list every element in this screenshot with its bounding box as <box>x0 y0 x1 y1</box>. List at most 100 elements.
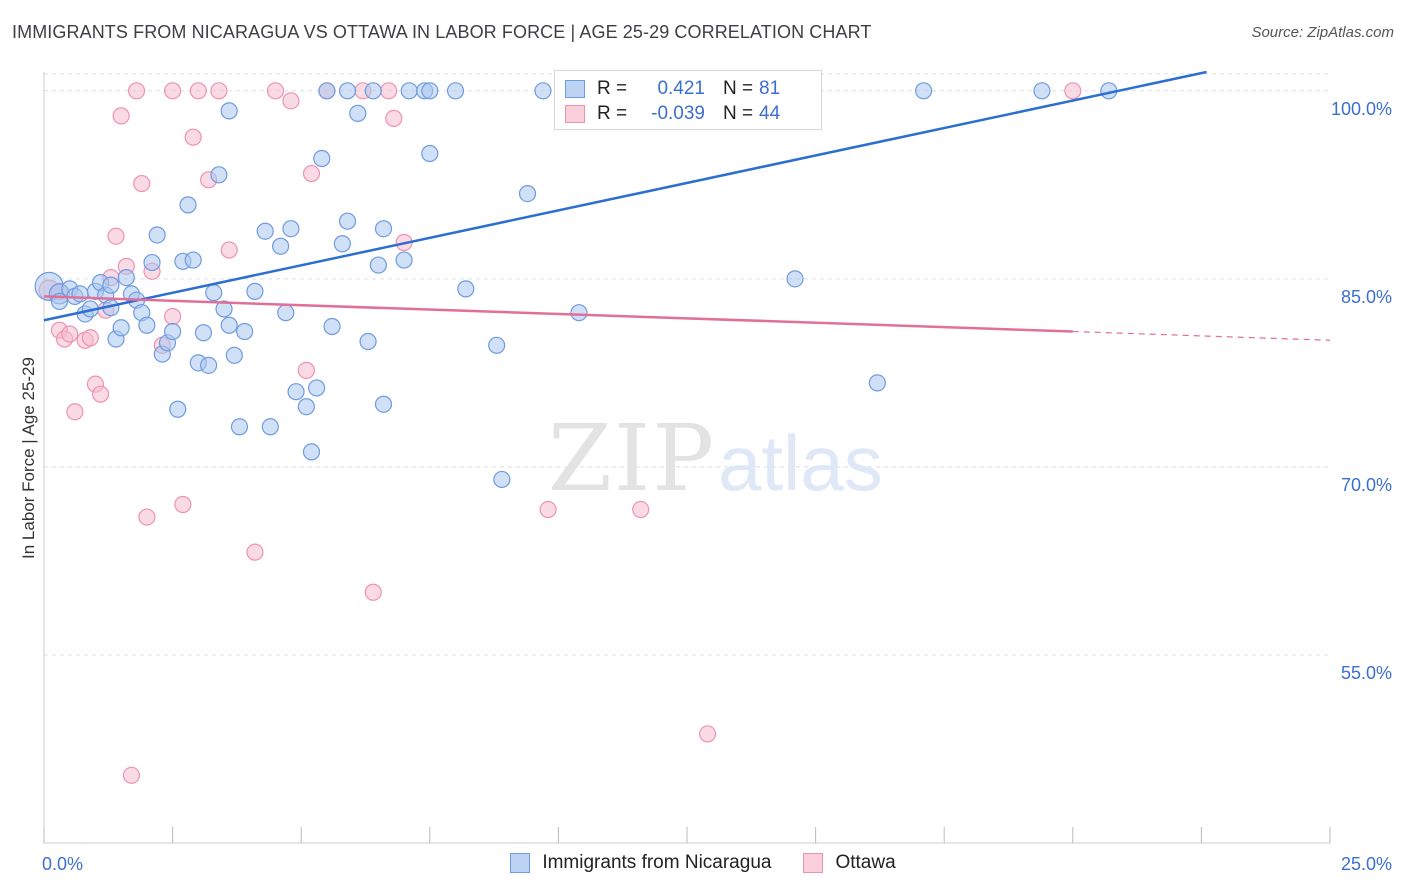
nicaragua-point <box>570 304 588 322</box>
nicaragua-points <box>34 82 1118 489</box>
ottawa-point <box>246 543 264 561</box>
nicaragua-point <box>915 82 933 100</box>
ottawa-point <box>61 325 79 343</box>
nicaragua-point <box>395 251 413 269</box>
nicaragua-point <box>318 82 336 100</box>
ottawa-point <box>210 82 228 100</box>
ottawa-point <box>66 403 84 421</box>
nicaragua-point <box>256 222 274 240</box>
y-tick-label: 100.0% <box>1331 99 1392 119</box>
nicaragua-point <box>169 400 187 418</box>
ottawa-point <box>380 82 398 100</box>
nicaragua-point <box>184 251 202 269</box>
ottawa-point <box>364 583 382 601</box>
nicaragua-point <box>225 346 243 364</box>
ottawa-trend-extension <box>1072 330 1331 341</box>
ottawa-point <box>81 329 99 347</box>
series-swatch-nicaragua <box>510 853 531 873</box>
legend-n-value: 44 <box>759 103 781 124</box>
nicaragua-point <box>194 324 213 342</box>
legend-r-label: R = <box>597 103 628 124</box>
nicaragua-point <box>369 256 387 274</box>
legend-r-value: 0.421 <box>657 78 705 99</box>
ottawa-trend-line <box>43 295 1073 333</box>
series-legend-ottawa[interactable]: Ottawa <box>803 852 896 874</box>
nicaragua-point <box>297 398 315 416</box>
nicaragua-point <box>236 322 254 341</box>
ottawa-point <box>164 82 182 100</box>
watermark-zip: ZIP <box>548 405 716 512</box>
nicaragua-point <box>786 270 804 288</box>
ottawa-point <box>266 82 285 100</box>
nicaragua-point <box>534 82 552 100</box>
nicaragua-point <box>261 418 279 436</box>
legend-n-value: 81 <box>759 78 781 99</box>
nicaragua-point <box>138 316 156 334</box>
nicaragua-point <box>148 226 166 244</box>
nicaragua-point <box>338 82 357 100</box>
x-tick-label: 0.0% <box>42 854 83 874</box>
nicaragua-point <box>210 166 228 184</box>
series-label-nicaragua: Immigrants from Nicaragua <box>542 852 772 873</box>
nicaragua-point <box>272 237 290 255</box>
legend-r-label: R = <box>597 78 628 99</box>
ottawa-point <box>539 500 557 519</box>
nicaragua-point <box>143 253 161 272</box>
legend-swatch-ottawa <box>565 105 585 123</box>
y-tick-label: 70.0% <box>1341 475 1392 495</box>
nicaragua-point <box>179 196 197 214</box>
watermark: ZIP atlas <box>548 405 883 512</box>
nicaragua-point <box>421 82 439 100</box>
nicaragua-point <box>488 336 506 354</box>
nicaragua-point <box>246 282 264 300</box>
nicaragua-point <box>230 418 249 436</box>
ottawa-point <box>302 164 321 183</box>
nicaragua-point <box>349 104 367 122</box>
ottawa-point <box>133 174 151 193</box>
ottawa-point <box>127 82 146 100</box>
ottawa-point <box>220 241 238 259</box>
ottawa-point <box>122 766 141 784</box>
axes <box>43 72 1331 844</box>
nicaragua-point <box>287 383 305 401</box>
ottawa-point <box>91 385 110 403</box>
nicaragua-point <box>215 300 233 318</box>
ottawa-point <box>138 508 156 526</box>
series-legend: Immigrants from Nicaragua Ottawa <box>0 852 1406 874</box>
legend-row-nicaragua: R = 0.421 N = 81 <box>565 77 780 101</box>
ottawa-point <box>282 92 300 110</box>
nicaragua-point <box>400 82 418 100</box>
y-axis-title: In Labor Force | Age 25-29 <box>19 357 38 559</box>
nicaragua-point <box>277 304 295 322</box>
ottawa-point <box>164 307 182 326</box>
ottawa-point <box>112 107 130 125</box>
nicaragua-point <box>313 149 331 168</box>
nicaragua-point <box>374 395 393 413</box>
nicaragua-point <box>518 185 537 203</box>
nicaragua-point <box>308 379 326 397</box>
series-legend-nicaragua[interactable]: Immigrants from Nicaragua <box>510 852 771 874</box>
nicaragua-point <box>282 220 300 238</box>
legend-swatch-nicaragua <box>565 80 585 98</box>
ottawa-point <box>107 227 125 245</box>
trend-lines <box>43 70 1331 341</box>
ottawa-point <box>1064 82 1082 100</box>
y-tick-label: 85.0% <box>1341 287 1392 307</box>
nicaragua-point <box>302 443 321 461</box>
nicaragua-point <box>359 332 377 351</box>
nicaragua-point <box>323 317 341 336</box>
nicaragua-point <box>868 374 886 392</box>
nicaragua-point <box>164 322 182 341</box>
chart-title: IMMIGRANTS FROM NICARAGUA VS OTTAWA IN L… <box>12 22 872 42</box>
y-tick-label: 55.0% <box>1341 663 1392 683</box>
nicaragua-point <box>220 316 238 334</box>
ottawa-point <box>698 725 717 743</box>
series-label-ottawa: Ottawa <box>835 852 896 873</box>
legend-n-label: N = <box>723 78 754 99</box>
nicaragua-point <box>446 82 465 100</box>
nicaragua-point <box>493 470 511 489</box>
correlation-legend: R = 0.421 N = 81 R = -0.039 N = 44 <box>554 70 822 130</box>
ottawa-point <box>632 500 650 519</box>
nicaragua-point <box>205 284 223 302</box>
